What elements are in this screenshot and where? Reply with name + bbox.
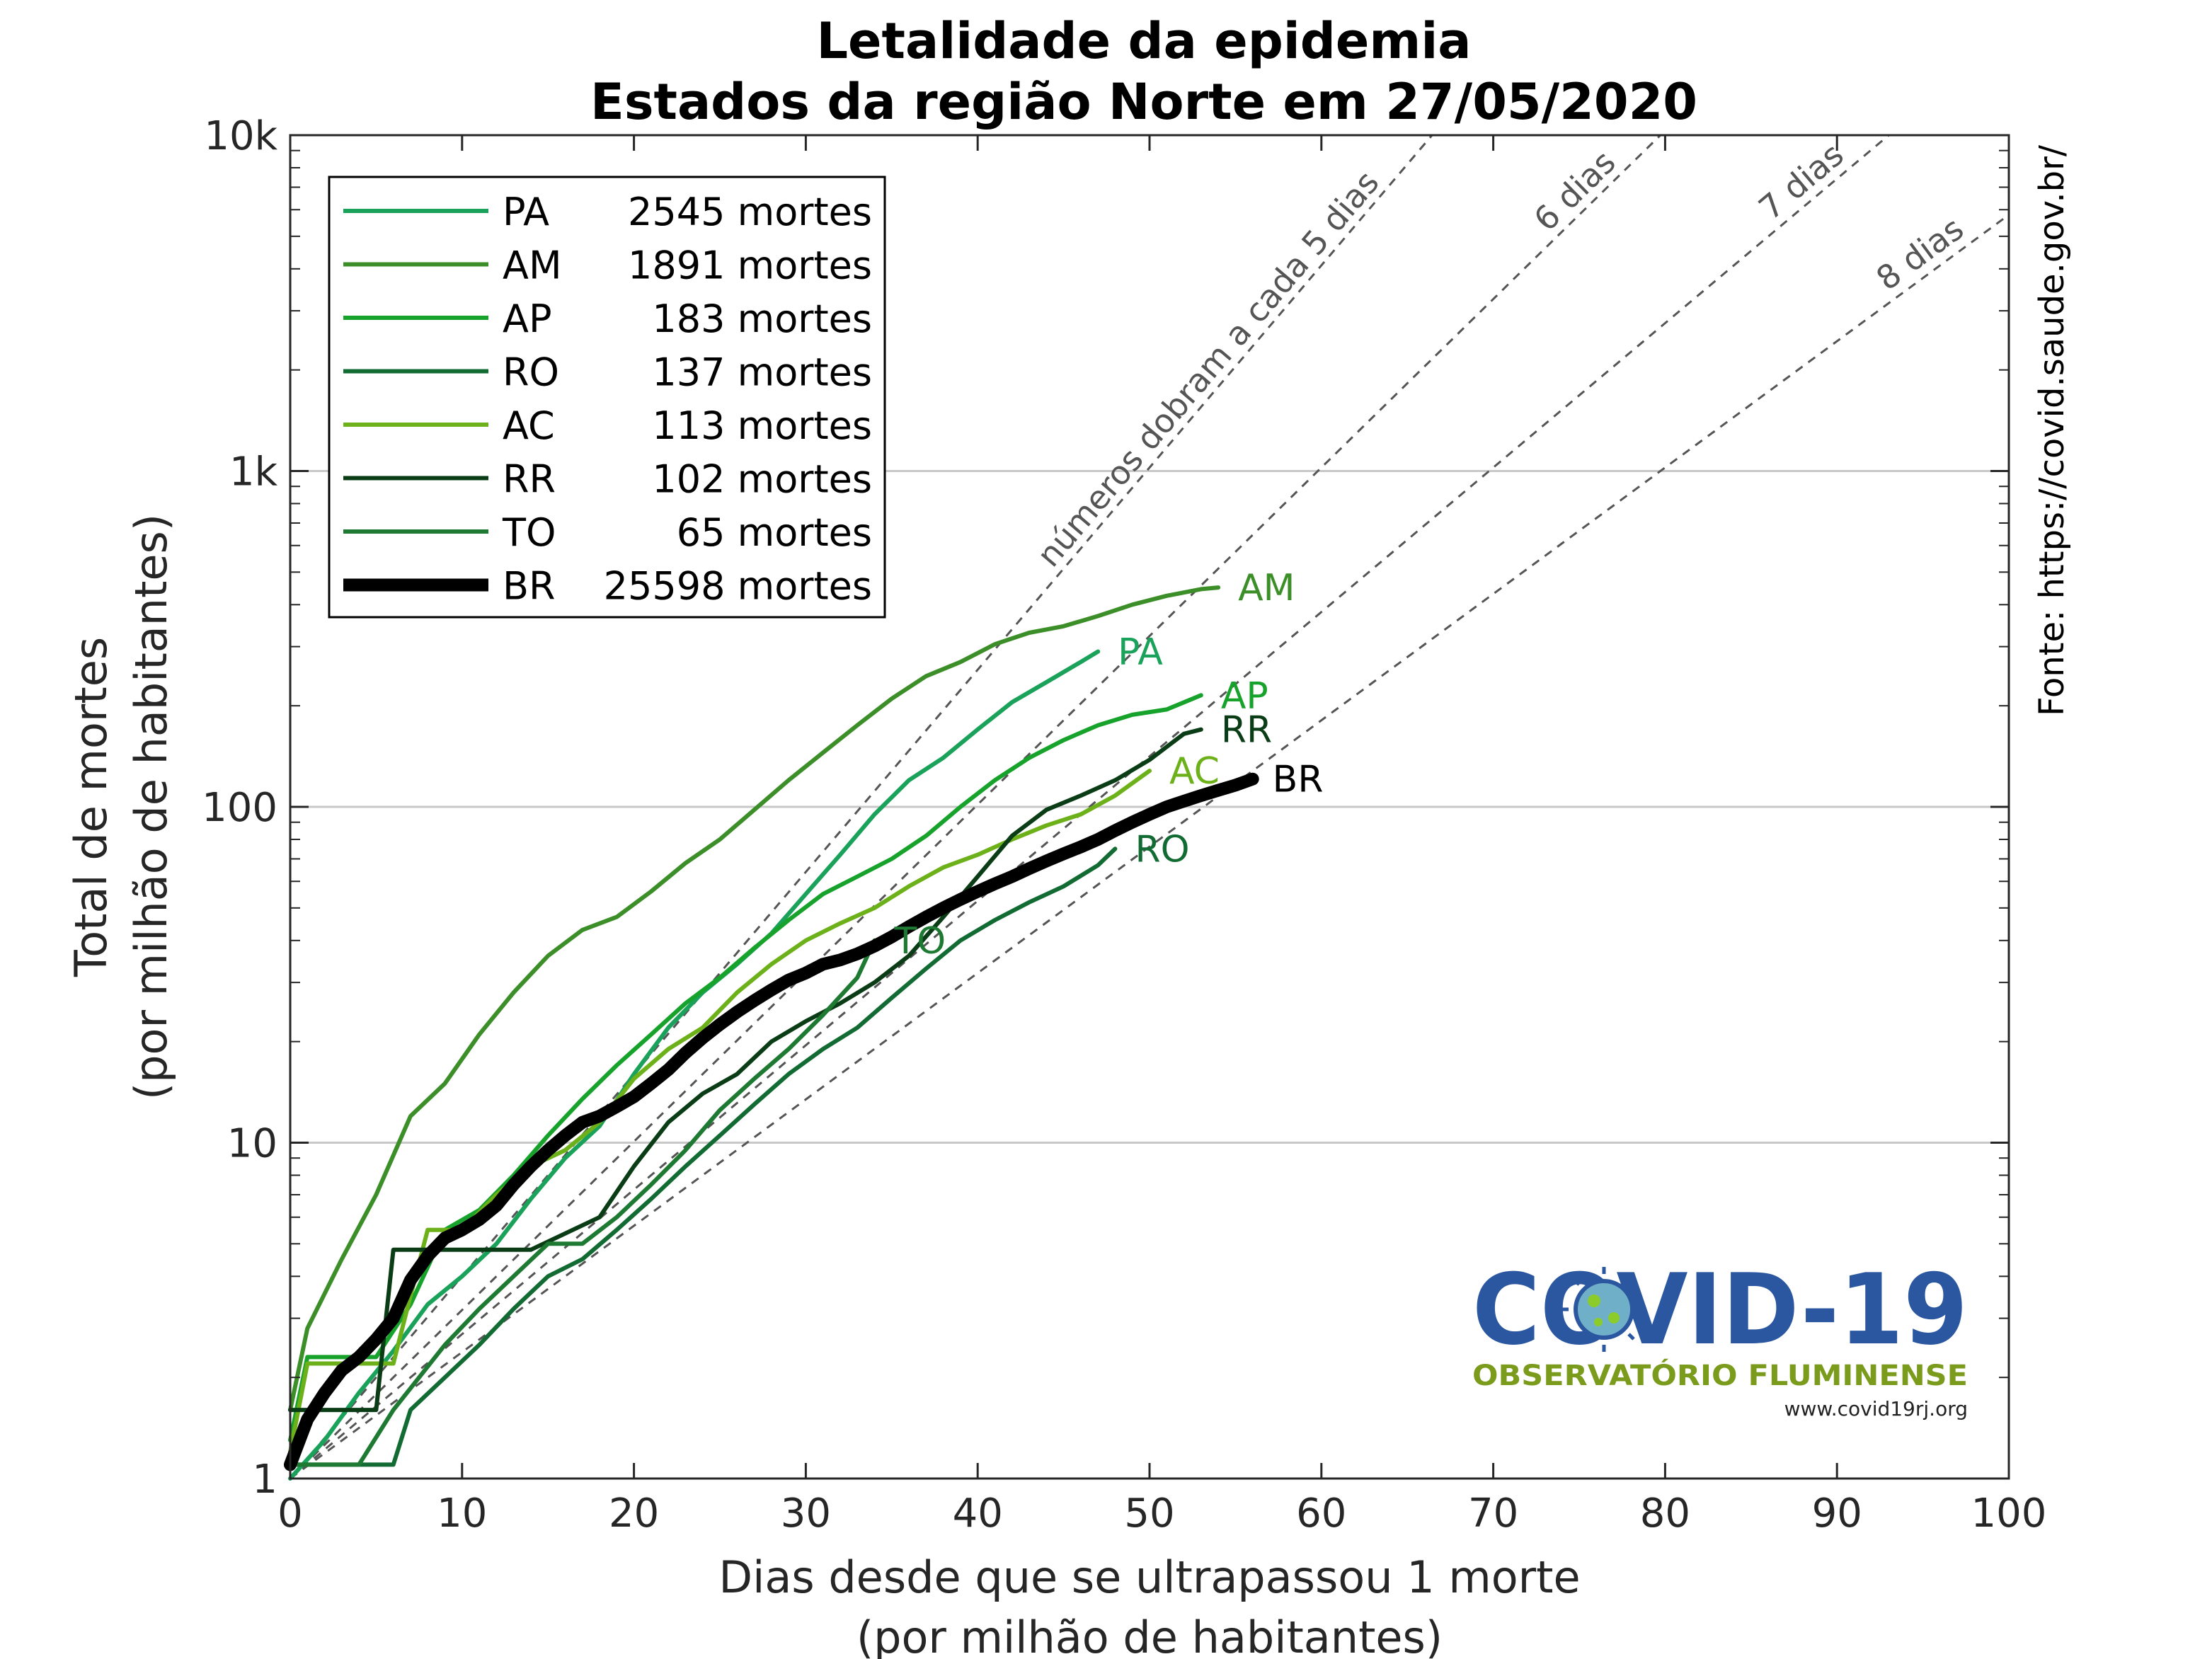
series-line-br xyxy=(284,772,1259,1471)
legend-deaths-to: 65 mortes xyxy=(677,510,872,555)
y-axis-label-line2: (por milhão de habitantes) xyxy=(125,514,177,1100)
y-tick-label-10k: 10k xyxy=(204,113,277,159)
legend-box xyxy=(328,176,886,619)
x-tick-label-30: 30 xyxy=(781,1491,831,1537)
end-label-rr: RR xyxy=(1221,709,1272,752)
legend-code-rr: RR xyxy=(503,457,556,502)
x-tick-label-10: 10 xyxy=(437,1491,487,1537)
chart-title: Letalidade da epidemia xyxy=(816,12,1471,70)
y-tick-label-1: 1 xyxy=(252,1457,277,1503)
logo-url: www.covid19rj.org xyxy=(1784,1397,1968,1420)
y-tick-label-1k: 1k xyxy=(229,449,278,495)
legend-deaths-ac: 113 mortes xyxy=(652,403,872,448)
legend-deaths-rr: 102 mortes xyxy=(652,457,872,502)
end-label-to: TO xyxy=(894,920,946,963)
x-tick-label-0: 0 xyxy=(277,1491,303,1537)
legend-code-ro: RO xyxy=(503,350,559,395)
covid19-logo: COVID-19 OBSERVATÓRIO FLUMINENSE www.cov… xyxy=(1472,1253,1968,1420)
reference-line-7-days xyxy=(290,134,1890,1480)
y-axis-label-line1: Total de mortes xyxy=(65,637,117,977)
legend-code-am: AM xyxy=(503,243,562,288)
legend-code-br: BR xyxy=(503,564,556,609)
end-label-ro: RO xyxy=(1135,828,1189,871)
legend-deaths-br: 25598 mortes xyxy=(604,564,872,609)
end-label-am: AM xyxy=(1238,567,1295,609)
logo-title: COVID-19 xyxy=(1472,1253,1968,1367)
logo-subtitle: OBSERVATÓRIO FLUMINENSE xyxy=(1472,1358,1968,1392)
end-label-ap: AP xyxy=(1221,674,1268,717)
x-tick-label-60: 60 xyxy=(1296,1491,1346,1537)
series-line-rr xyxy=(288,727,1203,1413)
reference-line-6-days xyxy=(289,134,1661,1480)
series-line-ap xyxy=(288,693,1203,1442)
x-axis-label-line1: Dias desde que se ultrapassou 1 morte xyxy=(718,1551,1580,1603)
x-axis-label-line2: (por milhão de habitantes) xyxy=(856,1612,1443,1659)
x-tick-label-70: 70 xyxy=(1468,1491,1518,1537)
y-tick-label-100: 100 xyxy=(202,785,277,831)
legend: PA 2545 mortes AM 1891 mortes AP 183 mortes RO… xyxy=(328,176,886,619)
x-tick-label-80: 80 xyxy=(1640,1491,1690,1537)
legend-code-ap: AP xyxy=(503,297,552,341)
source-text: Fonte: https://covid.saude.gov.br/ xyxy=(2032,144,2072,716)
y-tick-label-10: 10 xyxy=(227,1121,277,1167)
legend-deaths-ap: 183 mortes xyxy=(652,297,872,341)
x-tick-label-100: 100 xyxy=(1971,1491,2047,1537)
series-line-ro xyxy=(288,846,1118,1467)
reference-line-8-days xyxy=(290,214,2010,1480)
legend-deaths-pa: 2545 mortes xyxy=(628,190,872,234)
x-tick-label-50: 50 xyxy=(1124,1491,1174,1537)
legend-code-ac: AC xyxy=(503,403,555,448)
legend-code-pa: PA xyxy=(503,190,549,234)
x-tick-label-40: 40 xyxy=(953,1491,1003,1537)
legend-deaths-am: 1891 mortes xyxy=(628,243,872,288)
virus-icon xyxy=(1561,1267,1646,1352)
end-label-br: BR xyxy=(1273,759,1324,801)
end-label-ac: AC xyxy=(1169,750,1220,793)
x-tick-label-90: 90 xyxy=(1812,1491,1862,1537)
reference-line-5-days xyxy=(289,134,1433,1479)
chart-subtitle: Estados da região Norte em 27/05/2020 xyxy=(590,73,1697,131)
legend-code-to: TO xyxy=(502,510,556,555)
series-line-to xyxy=(288,938,877,1467)
series-lines xyxy=(284,585,1259,1481)
x-tick-label-20: 20 xyxy=(609,1491,659,1537)
end-label-pa: PA xyxy=(1118,631,1163,674)
legend-deaths-ro: 137 mortes xyxy=(652,350,872,395)
series-line-am xyxy=(288,585,1221,1413)
